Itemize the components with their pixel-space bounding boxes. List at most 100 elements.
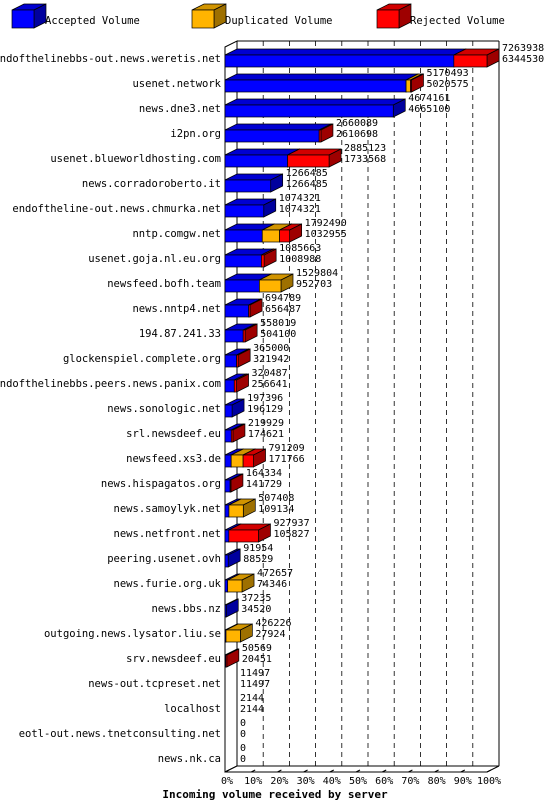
server-label-19: news.samoylyk.net: [114, 503, 221, 515]
x-tick-label-8: 80%: [428, 776, 446, 787]
bar-accepted-3: [224, 104, 394, 118]
server-label-26: news-out.tcpreset.net: [88, 678, 221, 690]
server-label-12: 194.87.241.33: [139, 328, 221, 340]
server-label-2: usenet.network: [132, 78, 221, 90]
x-tick-label-10: 100%: [477, 776, 501, 787]
accepted-value-10: 952703: [296, 279, 332, 290]
accepted-value-20: 105827: [273, 529, 309, 540]
plot-floor: [224, 765, 500, 773]
bar-accepted-7: [224, 204, 265, 218]
total-value-22: 472657: [257, 568, 293, 579]
accepted-value-29: 0: [240, 754, 246, 765]
bar-accepted-11: [224, 304, 250, 318]
server-label-25: srv.newsdeef.eu: [126, 653, 221, 665]
x-tick-label-9: 90%: [454, 776, 472, 787]
bar-rejected-5: [287, 154, 330, 168]
total-value-8: 1792490: [305, 218, 347, 229]
bar-accepted-21: [224, 554, 229, 568]
bar-accepted-2-top: [224, 73, 419, 81]
server-label-16: srl.newsdeef.eu: [126, 428, 221, 440]
bar-rejected-18: [229, 479, 232, 493]
server-label-18: news.hispagatos.org: [101, 478, 221, 490]
total-value-2: 5170493: [426, 68, 468, 79]
server-label-21: peering.usenet.ovh: [107, 553, 221, 565]
server-label-24: outgoing.news.lysator.liu.se: [44, 628, 221, 640]
x-tick-mark-1: [250, 769, 256, 773]
x-tick-label-2: 20%: [270, 776, 288, 787]
legend-swatch-1: [11, 9, 35, 29]
total-value-25: 50569: [242, 643, 272, 654]
total-value-11: 694789: [265, 293, 301, 304]
server-label-10: newsfeed.bofh.team: [107, 278, 221, 290]
bar-rejected-16: [230, 429, 234, 443]
bar-duplicated-2: [405, 79, 411, 93]
server-label-13: glockenspiel.complete.org: [63, 353, 221, 365]
bar-rejected-14: [233, 379, 237, 393]
legend-label-3: Rejected Volume: [410, 15, 505, 27]
x-axis-title: Incoming volume received by server: [162, 788, 388, 801]
total-value-5: 2885123: [344, 143, 386, 154]
accepted-value-7: 1074321: [279, 204, 321, 215]
bar-accepted-17: [224, 454, 232, 468]
bar-rejected-9: [261, 254, 265, 268]
total-value-3: 4674161: [408, 93, 450, 104]
bar-accepted-1: [224, 54, 455, 68]
total-value-27: 2144: [240, 693, 264, 704]
bar-duplicated-10: [259, 279, 282, 293]
bar-accepted-12: [224, 329, 244, 343]
bar-accepted-15: [224, 404, 233, 418]
x-tick-mark-7: [408, 769, 413, 773]
accepted-value-19: 109134: [258, 504, 294, 515]
server-label-28: eotl-out.news.tnetconsulting.net: [19, 728, 221, 740]
bar-accepted-4-top: [224, 123, 332, 131]
x-tick-label-0: 0%: [221, 776, 233, 787]
legend-label-2: Duplicated Volume: [225, 15, 332, 27]
server-label-1: endofthelinebbs-out.news.weretis.net: [0, 53, 221, 65]
accepted-value-15: 196129: [247, 404, 283, 415]
total-value-17: 791209: [269, 443, 305, 454]
bar-accepted-2: [224, 79, 407, 93]
bar-duplicated-24: [225, 629, 241, 643]
x-tick-mark-9: [460, 769, 466, 773]
accepted-value-2: 5020575: [426, 79, 468, 90]
total-value-26: 11497: [240, 668, 270, 679]
x-tick-label-3: 30%: [297, 776, 315, 787]
x-tick-label-5: 50%: [349, 776, 367, 787]
server-label-6: news.corradoroberto.it: [82, 178, 221, 190]
x-tick-mark-4: [329, 769, 335, 773]
x-tick-mark-10: [486, 769, 492, 773]
x-tick-mark-8: [434, 769, 439, 773]
server-label-8: nntp.comgw.net: [132, 228, 221, 240]
bar-duplicated-22: [227, 579, 243, 593]
server-label-20: news.netfront.net: [114, 528, 221, 540]
bar-accepted-5: [224, 154, 288, 168]
accepted-value-14: 256641: [252, 379, 288, 390]
x-tick-mark-6: [381, 769, 387, 773]
accepted-value-24: 27924: [255, 629, 285, 640]
x-tick-mark-2: [277, 769, 282, 773]
total-value-16: 219929: [248, 418, 284, 429]
total-value-4: 2660089: [336, 118, 378, 129]
accepted-value-16: 174621: [248, 429, 284, 440]
bar-accepted-5-top: [224, 148, 300, 156]
bar-accepted-18: [224, 479, 231, 493]
total-value-29: 0: [240, 743, 246, 754]
bar-accepted-10: [224, 279, 260, 293]
server-label-29: news.nk.ca: [158, 753, 221, 765]
total-value-18: 164334: [246, 468, 282, 479]
accepted-value-21: 88529: [243, 554, 273, 565]
total-value-7: 1074321: [279, 193, 321, 204]
total-value-15: 197396: [247, 393, 283, 404]
bar-rejected-13: [236, 354, 239, 368]
server-label-4: i2pn.org: [170, 128, 221, 140]
accepted-value-23: 34520: [241, 604, 271, 615]
accepted-value-18: 141729: [246, 479, 282, 490]
bar-accepted-19: [224, 504, 230, 518]
bar-rejected-1: [453, 54, 488, 68]
server-label-11: news.nntp4.net: [132, 303, 221, 315]
bar-accepted-16: [224, 429, 232, 443]
total-value-6: 1266485: [286, 168, 328, 179]
accepted-value-12: 504100: [260, 329, 296, 340]
bar-accepted-8: [224, 229, 263, 243]
